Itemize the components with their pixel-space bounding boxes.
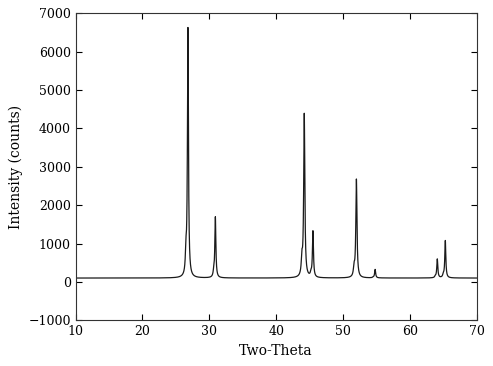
X-axis label: Two-Theta: Two-Theta bbox=[240, 344, 313, 358]
Y-axis label: Intensity (counts): Intensity (counts) bbox=[8, 105, 23, 229]
